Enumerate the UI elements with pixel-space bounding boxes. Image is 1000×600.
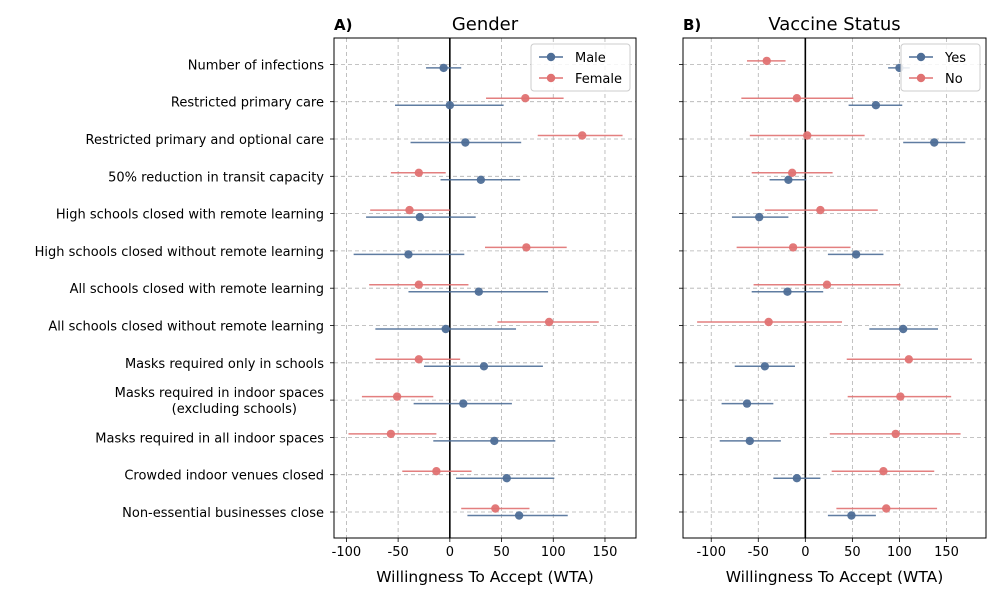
data-point [898, 324, 908, 334]
x-tick-label: 0 [446, 545, 454, 560]
category-label: All schools closed without remote learni… [48, 320, 324, 335]
panel-label: A) [334, 16, 352, 34]
data-point [762, 56, 771, 66]
data-point [792, 94, 802, 103]
data-point [386, 429, 396, 439]
data-point [788, 243, 798, 252]
data-point [879, 467, 888, 476]
data-point [445, 101, 455, 110]
data-point [404, 250, 413, 259]
x-tick-label: 50 [493, 545, 510, 560]
data-point [502, 474, 511, 483]
category-label: Masks required only in schools [125, 357, 324, 372]
data-point [784, 175, 793, 184]
data-point [405, 205, 414, 215]
data-point [930, 138, 939, 147]
data-point [544, 317, 554, 327]
category-label: All schools closed with remote learning [70, 282, 324, 297]
x-tick-label: 150 [593, 545, 618, 560]
data-point [882, 504, 891, 513]
data-point [474, 287, 483, 296]
data-point [803, 131, 812, 140]
data-point [745, 436, 755, 446]
x-tick-label: 100 [887, 545, 912, 560]
legend-label: Yes [944, 51, 966, 66]
category-label: High schools closed without remote learn… [35, 245, 324, 260]
data-point [461, 138, 470, 147]
category-label: Restricted primary care [171, 96, 324, 111]
legend-box [900, 43, 981, 92]
data-point [441, 324, 450, 334]
x-tick-label: -100 [696, 545, 726, 560]
data-point [822, 280, 832, 289]
category-label: Number of infections [188, 58, 324, 73]
legend-marker [546, 52, 556, 62]
data-point [514, 511, 524, 520]
panel-label: B) [683, 16, 701, 34]
x-tick-label: -100 [332, 545, 362, 560]
category-label: Masks required in all indoor spaces [95, 431, 324, 446]
x-tick-label: 100 [541, 545, 566, 560]
data-point [742, 399, 752, 408]
data-point [415, 212, 425, 222]
data-point [896, 392, 905, 401]
x-axis-label: Willingness To Accept (WTA) [376, 568, 594, 586]
chart-title: Gender [452, 14, 519, 35]
x-tick-label: -50 [748, 545, 769, 560]
category-label: Masks required in indoor spaces (excludin… [115, 386, 325, 417]
data-point [755, 212, 764, 222]
legend-marker [916, 52, 926, 62]
data-point [476, 175, 486, 184]
category-label: Crowded indoor venues closed [124, 469, 324, 484]
chart-title: Vaccine Status [768, 14, 900, 35]
legend-marker [546, 73, 556, 83]
data-point [792, 474, 802, 483]
data-point [851, 250, 861, 259]
legend-label: Male [575, 51, 606, 66]
data-point [891, 429, 900, 439]
category-label: Restricted primary and optional care [86, 133, 325, 148]
data-point [479, 362, 489, 371]
legend-marker [916, 73, 926, 83]
data-point [490, 436, 499, 446]
x-tick-label: -50 [388, 545, 409, 560]
legend-box [530, 43, 631, 92]
x-tick-label: 0 [801, 545, 809, 560]
data-point [439, 63, 448, 73]
legend-label: Female [575, 72, 622, 87]
data-point [787, 168, 797, 177]
x-tick-label: 150 [934, 545, 959, 560]
x-tick-label: 50 [844, 545, 861, 560]
data-point [491, 504, 500, 513]
data-point [578, 131, 587, 140]
data-point [783, 287, 792, 296]
plot-frame [682, 37, 987, 539]
legend-label: No [945, 72, 963, 87]
data-point [521, 94, 530, 103]
data-point [392, 392, 402, 401]
data-point [760, 362, 770, 371]
category-label: Non-essential businesses close [122, 506, 324, 521]
plot-frame [333, 37, 637, 539]
data-point [816, 205, 825, 215]
data-point [764, 317, 773, 327]
data-point [414, 355, 424, 364]
data-point [522, 243, 531, 252]
data-point [432, 467, 441, 476]
category-label: 50% reduction in transit capacity [108, 170, 324, 185]
data-point [414, 168, 424, 177]
panel-vaccine-status: -100 -50 0 50 100 150 Vaccine Status B) Willingn… [679, 14, 987, 586]
data-point [847, 511, 856, 520]
x-axis-label: Willingness To Accept (WTA) [726, 568, 944, 586]
data-point [414, 280, 424, 289]
data-point [871, 101, 881, 110]
panel-gender: -100 -50 0 50 100 150 Number of infections Rest… [35, 14, 637, 586]
data-point [459, 399, 468, 408]
category-label: High schools closed with remote learning [56, 208, 324, 223]
data-point [904, 355, 914, 364]
